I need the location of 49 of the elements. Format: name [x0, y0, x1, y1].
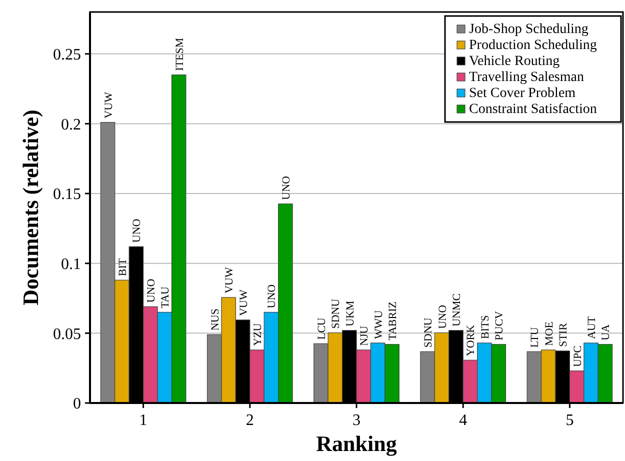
data-label: UNO: [266, 284, 278, 308]
y-tick-label: 0.05: [53, 326, 81, 343]
data-label: UA: [600, 324, 612, 340]
legend-label: Job-Shop Scheduling: [469, 22, 588, 37]
y-axis-title: Documents (relative): [18, 110, 43, 306]
data-label: VUW: [224, 266, 236, 294]
data-label: UNO: [145, 278, 158, 303]
data-label: YORK: [465, 324, 478, 356]
legend-label: Vehicle Routing: [469, 54, 560, 69]
data-label: UKM: [344, 300, 356, 326]
data-label: LCU: [316, 318, 328, 340]
y-tick-label: 0.25: [53, 46, 81, 64]
data-label: YZU: [252, 323, 264, 346]
data-label: UNMC: [450, 293, 463, 326]
data-label: TABRIZ: [387, 301, 400, 340]
y-tick-label: 0.2: [61, 116, 81, 134]
data-label: STIR: [558, 322, 570, 347]
data-label: UNO: [280, 176, 292, 200]
x-tick-label: 1: [139, 412, 148, 429]
data-label: ITESM: [174, 38, 186, 71]
data-label: VUW: [238, 289, 250, 316]
data-label: UNO: [131, 218, 144, 243]
data-label: UPC: [572, 345, 584, 367]
y-tick-label: 0.1: [61, 256, 81, 273]
data-label: AUT: [586, 316, 598, 339]
legend-label: Production Scheduling: [469, 38, 597, 53]
data-label: UNO: [436, 304, 449, 329]
data-label: NUS: [209, 308, 222, 331]
data-label: TAU: [160, 286, 172, 308]
legend-label: Set Cover Problem: [469, 86, 576, 101]
legend-label: Constraint Satisfaction: [469, 102, 597, 117]
data-label: SDNU: [330, 298, 342, 329]
y-tick-label: 0.15: [53, 186, 81, 204]
data-label: VUW: [102, 91, 115, 118]
data-label: SDNU: [422, 318, 435, 348]
data-label: WWU: [372, 310, 385, 339]
data-label: BITS: [479, 315, 492, 339]
x-axis-title: Ranking: [316, 431, 397, 456]
data-label: PUCV: [494, 310, 506, 340]
x-tick-label: 4: [459, 412, 468, 429]
data-label: NJU: [358, 326, 371, 346]
data-label: BIT: [116, 258, 129, 276]
x-tick-label: 2: [246, 412, 254, 429]
legend-label: Travelling Salesman: [469, 70, 584, 85]
x-tick-label: 3: [352, 412, 360, 429]
data-label: LTU: [529, 327, 542, 348]
data-label: MOE: [543, 321, 556, 346]
x-tick-label: 5: [566, 412, 574, 429]
y-tick-label: 0: [73, 396, 81, 413]
